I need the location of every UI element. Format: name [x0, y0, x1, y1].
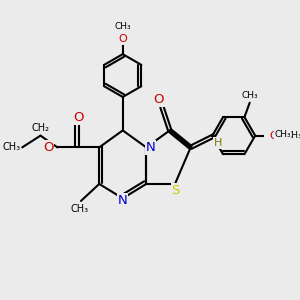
- Text: CH₃: CH₃: [3, 142, 21, 152]
- Text: S: S: [172, 184, 180, 197]
- Text: CH₃: CH₃: [285, 131, 300, 140]
- Text: CH₃: CH₃: [114, 22, 131, 31]
- Text: O: O: [43, 141, 53, 154]
- Text: O: O: [118, 34, 127, 44]
- Text: N: N: [118, 194, 128, 207]
- Text: CH₃: CH₃: [242, 91, 258, 100]
- Text: N: N: [145, 141, 155, 154]
- Text: CH₃: CH₃: [70, 204, 89, 214]
- Text: O: O: [269, 130, 278, 141]
- Text: O: O: [154, 93, 164, 106]
- Text: O: O: [73, 111, 84, 124]
- Text: CH₂: CH₂: [32, 123, 50, 133]
- Text: H: H: [214, 138, 222, 148]
- Text: CH₃: CH₃: [274, 130, 291, 139]
